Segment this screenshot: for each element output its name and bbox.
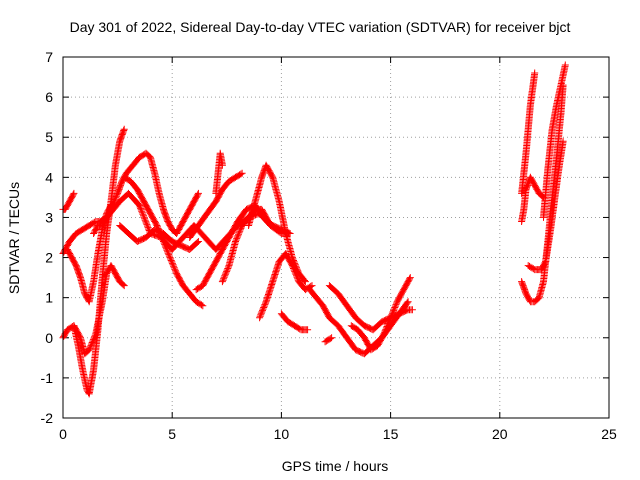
y-tick-label: 7 [45,49,53,65]
x-tick-label: 5 [168,426,176,442]
y-tick-label: -2 [41,410,54,426]
data-point-markers [277,310,312,334]
grid-lines [63,57,609,418]
y-tick-label: 3 [45,209,53,225]
series-track-o [277,310,312,334]
x-tick-label: 15 [383,426,399,442]
data-point-markers [518,69,539,197]
data-point-markers [518,173,547,225]
series-track-t [518,173,547,225]
series-track-k [212,149,226,197]
series-track-m [245,161,309,286]
x-tick-label: 10 [274,426,290,442]
y-tick-label: -1 [41,370,54,386]
data-point-markers [116,222,202,253]
y-tick-label: 4 [45,169,53,185]
data-points [59,61,569,398]
x-tick-label: 20 [492,426,508,442]
x-tick-label: 25 [601,426,617,442]
data-point-markers [524,137,567,274]
chart-title: Day 301 of 2022, Sidereal Day-to-day VTE… [70,19,571,35]
data-point-markers [70,125,128,398]
data-point-markers [321,334,336,346]
data-point-markers [347,274,414,354]
data-point-markers [245,161,309,286]
y-tick-label: 0 [45,330,53,346]
series-track-r [347,274,414,354]
x-axis-label: GPS time / hours [282,458,389,474]
x-tick-label: 0 [59,426,67,442]
series-track-h [116,222,202,253]
series-track-x [540,61,569,221]
y-tick-label: 5 [45,129,53,145]
data-point-markers [540,61,569,221]
series-track-v [524,137,567,274]
y-axis-label: SDTVAR / TECUs [6,182,22,294]
y-tick-label: 6 [45,89,53,105]
series-track-b [70,125,128,398]
plot-frame [62,56,610,419]
y-tick-label: 1 [45,290,53,306]
data-point-markers [90,149,202,237]
series-track-s [321,334,336,346]
series-track-w [518,69,539,197]
series-track-i [186,169,246,241]
data-point-markers [186,169,246,241]
series-track-n [256,250,316,322]
series-track-f [90,149,202,237]
data-point-markers [256,250,316,322]
y-tick-label: 2 [45,250,53,266]
data-point-markers [212,149,226,197]
